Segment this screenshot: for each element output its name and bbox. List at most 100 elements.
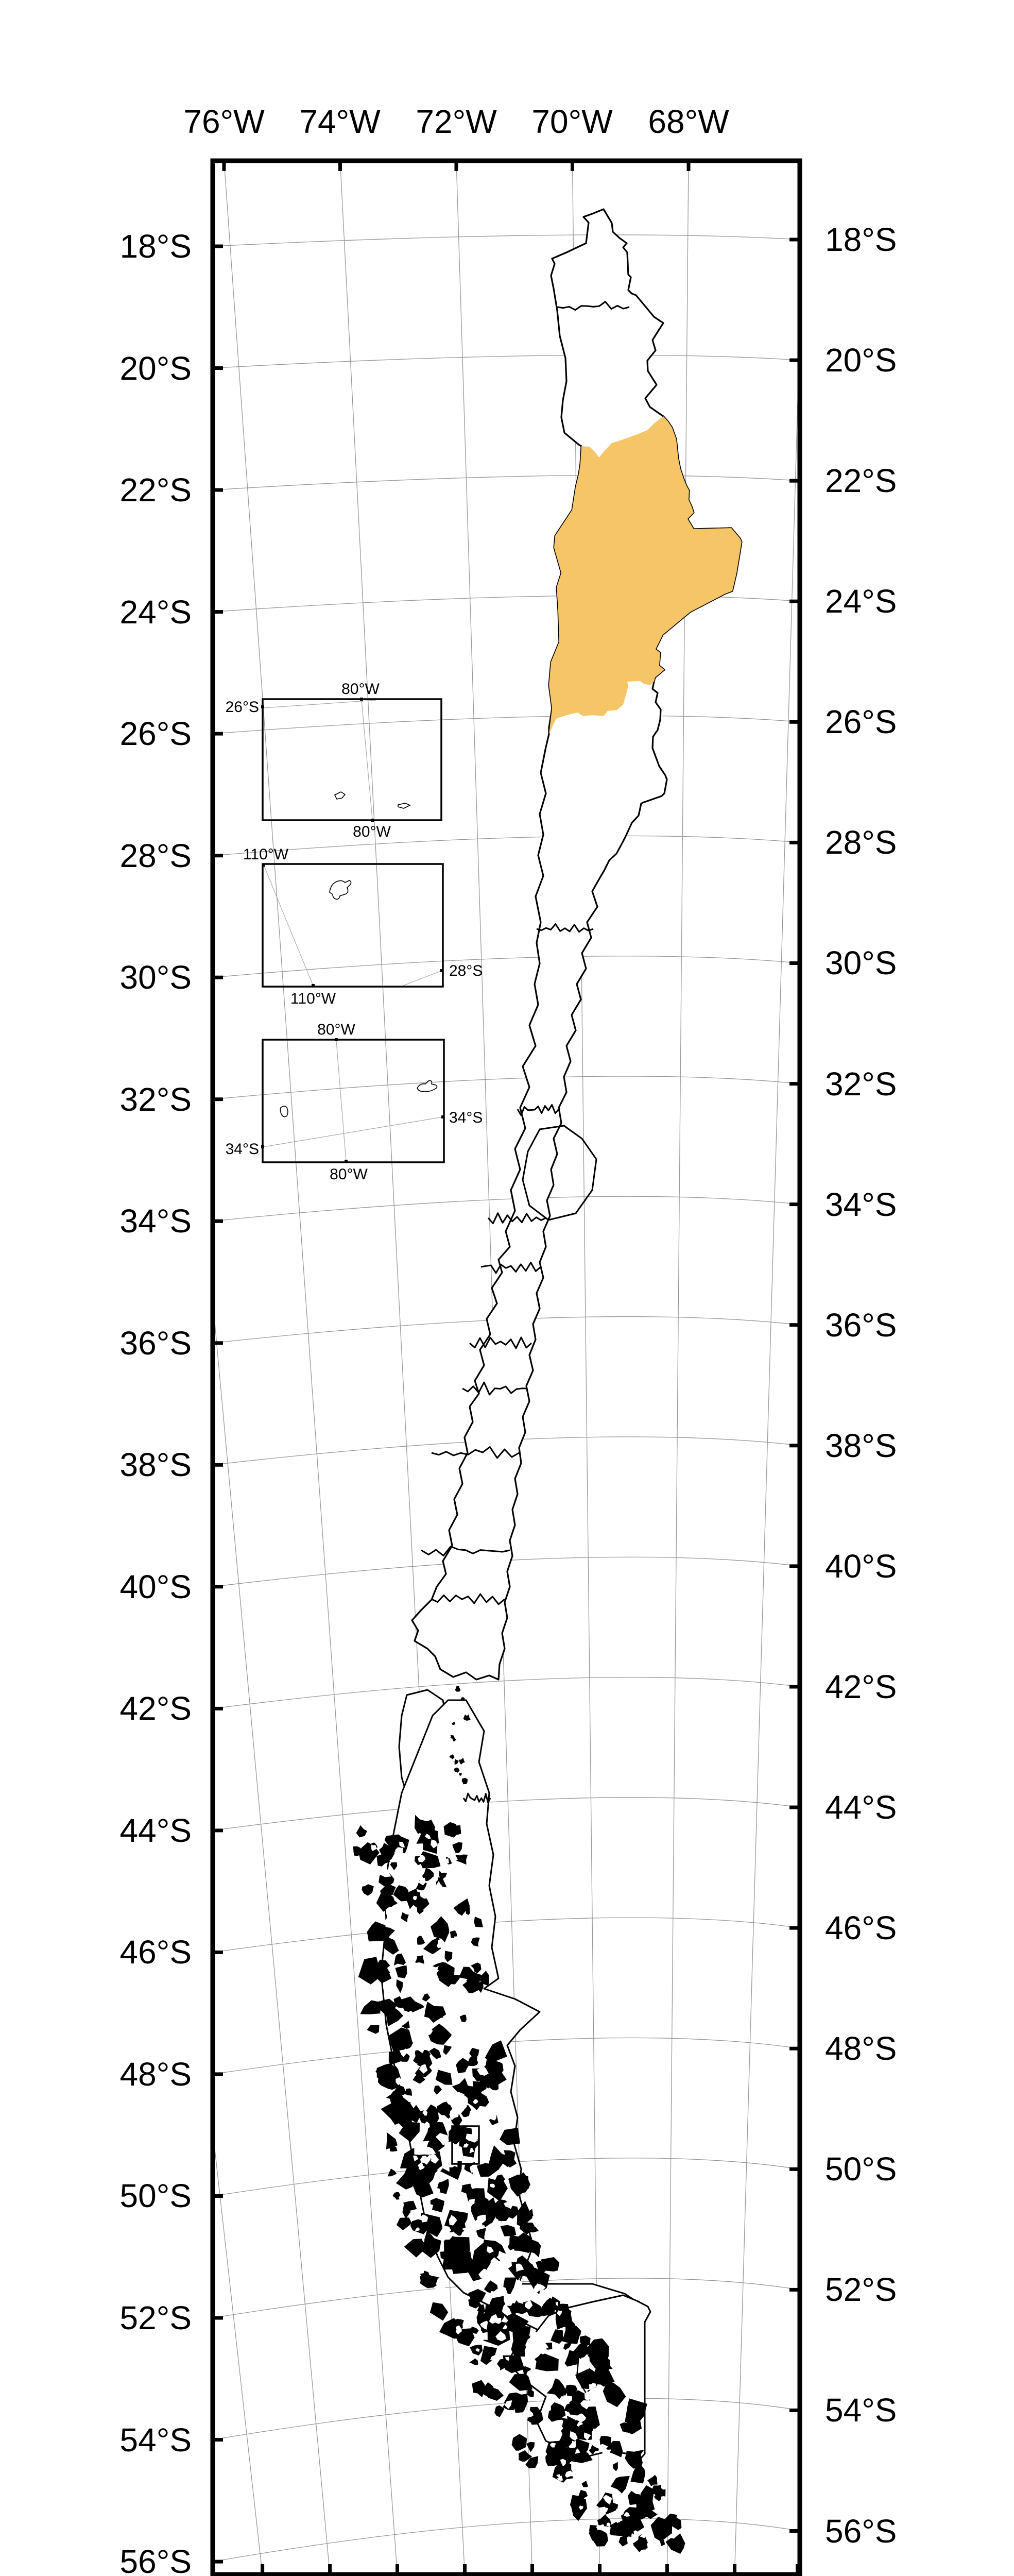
right-axis-label: 40°S bbox=[825, 1548, 897, 1585]
parallel-line bbox=[213, 1196, 800, 1222]
right-tick bbox=[789, 1082, 798, 1086]
islet-blob bbox=[534, 2283, 541, 2293]
islet-blob bbox=[555, 2301, 558, 2306]
inset-tick bbox=[360, 698, 363, 701]
islet-blob bbox=[496, 2250, 506, 2263]
islet-blob bbox=[413, 2174, 434, 2198]
islet-blob bbox=[511, 2434, 527, 2451]
inset-tick bbox=[261, 1145, 264, 1148]
islet-blob bbox=[512, 2393, 528, 2413]
islet-blob bbox=[459, 1772, 462, 1776]
right-axis-label: 26°S bbox=[825, 703, 897, 740]
islet-blob bbox=[413, 1895, 417, 1901]
left-axis-label: 30°S bbox=[120, 959, 192, 996]
islet-blob bbox=[450, 2251, 476, 2274]
islet-blob bbox=[439, 1871, 447, 1881]
islet-blob bbox=[381, 2092, 411, 2125]
top-tick bbox=[338, 163, 342, 171]
bottom-tick bbox=[796, 2564, 799, 2572]
islet-blob bbox=[539, 2289, 547, 2298]
bottom-tick bbox=[396, 2564, 399, 2572]
islet-blob bbox=[376, 1854, 391, 1867]
islet-blob bbox=[583, 2432, 591, 2441]
islet-blob bbox=[591, 2530, 608, 2547]
islet-blob bbox=[403, 2200, 417, 2211]
right-tick bbox=[789, 840, 798, 844]
islet-blob bbox=[580, 2354, 590, 2365]
islet-blob bbox=[388, 2047, 406, 2065]
inset-island bbox=[417, 1080, 438, 1092]
islet-blob bbox=[429, 2302, 449, 2321]
islet-blob bbox=[573, 2420, 580, 2425]
islet-blob bbox=[494, 2405, 505, 2417]
islet-blob bbox=[436, 1962, 455, 1987]
left-axis-label: 48°S bbox=[120, 2056, 192, 2093]
top-tick bbox=[571, 163, 574, 171]
inset-tick bbox=[371, 819, 374, 822]
right-tick bbox=[789, 479, 798, 483]
islet-blob bbox=[380, 1892, 396, 1908]
islet-blob bbox=[487, 2062, 496, 2071]
islet-blob bbox=[443, 2045, 452, 2055]
right-tick bbox=[789, 2529, 798, 2533]
border-dispute-box bbox=[451, 2125, 480, 2165]
islet-blob bbox=[450, 1735, 455, 1739]
left-tick bbox=[215, 1219, 223, 1223]
islet-blob bbox=[578, 2489, 588, 2499]
desventuradas-inset: 80°W 26°S 80°W bbox=[226, 681, 442, 840]
islet-blob bbox=[383, 1936, 399, 1955]
region-boundary-line bbox=[431, 1446, 520, 1459]
islet-blob bbox=[367, 2025, 380, 2034]
islet-blob bbox=[455, 1685, 461, 1692]
islet-blob bbox=[613, 2462, 618, 2471]
islet-blob bbox=[434, 2085, 442, 2095]
islet-blob bbox=[623, 2512, 630, 2517]
islet-blob bbox=[384, 1918, 396, 1928]
islet-blob bbox=[627, 2517, 644, 2535]
islet-blob bbox=[404, 2102, 421, 2114]
islet-blob bbox=[560, 2459, 566, 2466]
islet-blob bbox=[472, 2250, 491, 2273]
islet-blob bbox=[453, 1936, 461, 1946]
right-tick bbox=[789, 358, 798, 362]
islet-blob bbox=[500, 2127, 520, 2145]
islet-blob bbox=[527, 2389, 534, 2398]
islet-blob bbox=[390, 1862, 398, 1871]
islet-blob bbox=[603, 2495, 612, 2505]
islet-blob bbox=[375, 2066, 383, 2074]
islet-blob bbox=[557, 2310, 562, 2316]
islet-blob bbox=[556, 2474, 561, 2478]
left-axis-label: 52°S bbox=[120, 2299, 192, 2336]
islet-blob bbox=[511, 2340, 526, 2357]
islet-blob bbox=[597, 2524, 608, 2533]
right-axis-label: 56°S bbox=[825, 2513, 897, 2550]
islet-blob bbox=[404, 2239, 426, 2258]
islet-blob bbox=[607, 2514, 611, 2518]
islet-blob bbox=[413, 2053, 423, 2064]
islet-blob bbox=[463, 1714, 471, 1721]
islet-blob bbox=[425, 2076, 435, 2085]
left-axis-label: 20°S bbox=[120, 350, 192, 387]
islet-blob bbox=[376, 2063, 397, 2085]
islet-blob bbox=[469, 2148, 474, 2154]
islet-blob bbox=[633, 2537, 648, 2551]
parallel-line bbox=[213, 595, 800, 613]
left-tick bbox=[215, 1950, 223, 1954]
islet-blob bbox=[431, 1916, 450, 1943]
right-tick bbox=[789, 961, 798, 965]
islet-blob bbox=[500, 2285, 508, 2294]
islet-blob bbox=[540, 2297, 559, 2316]
left-tick bbox=[215, 975, 223, 979]
islet-blob bbox=[665, 2513, 677, 2526]
islet-blob bbox=[508, 2174, 529, 2197]
islet-blob bbox=[401, 1912, 409, 1923]
left-tick bbox=[215, 1706, 223, 1710]
left-tick bbox=[215, 610, 223, 614]
islet-blob bbox=[606, 2522, 611, 2527]
islet-blob bbox=[394, 1953, 406, 1966]
islet-blob bbox=[397, 1928, 404, 1935]
easter-island-inset: 110°W 28°S 110°W bbox=[243, 846, 483, 1007]
parallel-line bbox=[213, 2158, 800, 2197]
islet-blob bbox=[616, 2509, 624, 2517]
inset-label: 80°W bbox=[341, 681, 380, 698]
